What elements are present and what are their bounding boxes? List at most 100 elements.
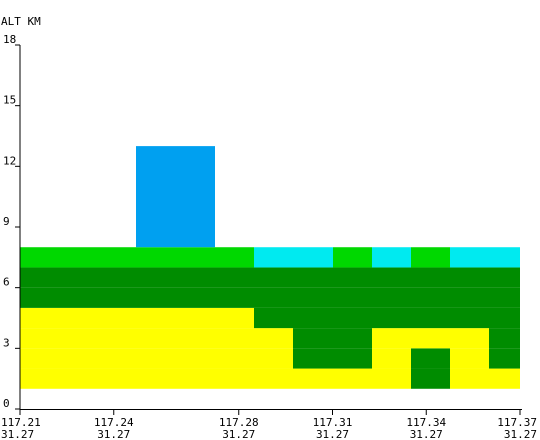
cell-col5-layer2 [215, 348, 254, 368]
cell-col7-layer3 [293, 328, 333, 348]
y-tick-label: 3 [3, 336, 10, 349]
cell-col2-layer1 [96, 369, 136, 389]
cell-col9-layer4 [372, 308, 411, 328]
x-tick-label-lat: 31.27 [316, 428, 349, 440]
y-tick-label: 18 [3, 33, 16, 46]
cell-col10-layer2 [411, 348, 450, 368]
cell-col10-layer3 [411, 328, 450, 348]
cell-col2-layer2 [96, 348, 136, 368]
cell-col5-layer6 [215, 267, 254, 287]
cell-col6-layer6 [254, 267, 293, 287]
cell-col8-layer3 [333, 328, 372, 348]
cell-col12-layer6 [489, 267, 520, 287]
cell-col5-layer1 [215, 369, 254, 389]
cell-col11-layer2 [450, 348, 489, 368]
cell-col5-layer4 [215, 308, 254, 328]
cell-col7-layer2 [293, 348, 333, 368]
y-tick-label: 15 [3, 94, 16, 107]
cell-col9-layer3 [372, 328, 411, 348]
cell-col4-layer5 [176, 288, 215, 308]
cell-col0-layer2 [20, 348, 57, 368]
cell-col3-layer1 [136, 369, 176, 389]
cell-col2-layer7 [96, 247, 136, 267]
cell-col6-layer1 [254, 369, 293, 389]
cell-col4-tower [176, 146, 215, 247]
cell-col5-layer3 [215, 328, 254, 348]
cell-col11-layer1 [450, 369, 489, 389]
cell-col10-layer1 [411, 369, 450, 389]
cell-col4-layer7 [176, 247, 215, 267]
cell-col5-layer5 [215, 288, 254, 308]
y-tick-label: 0 [3, 397, 10, 410]
cell-col12-layer5 [489, 288, 520, 308]
cell-col8-layer4 [333, 308, 372, 328]
cell-col4-layer1 [176, 369, 215, 389]
cells-layer [20, 146, 520, 389]
cell-col12-layer2 [489, 348, 520, 368]
cell-col11-layer5 [450, 288, 489, 308]
cell-col12-layer3 [489, 328, 520, 348]
x-tick-label-lat: 31.27 [504, 428, 537, 440]
cell-col12-layer7 [489, 247, 520, 267]
cell-col12-layer1 [489, 369, 520, 389]
cell-col3-layer5 [136, 288, 176, 308]
cell-col7-layer1 [293, 369, 333, 389]
cell-col3-tower [136, 146, 176, 247]
cell-col10-layer6 [411, 267, 450, 287]
cell-col7-layer7 [293, 247, 333, 267]
cell-col0-layer7 [20, 247, 57, 267]
cell-col6-layer4 [254, 308, 293, 328]
cell-col10-layer4 [411, 308, 450, 328]
cell-col11-layer7 [450, 247, 489, 267]
cell-col6-layer3 [254, 328, 293, 348]
cell-col10-layer5 [411, 288, 450, 308]
cell-col0-layer6 [20, 267, 57, 287]
cell-col2-layer5 [96, 288, 136, 308]
cell-col8-layer5 [333, 288, 372, 308]
cell-col1-layer5 [57, 288, 96, 308]
x-tick-label-lat: 31.27 [1, 428, 34, 440]
cell-col5-layer7 [215, 247, 254, 267]
cell-col8-layer1 [333, 369, 372, 389]
cell-col1-layer1 [57, 369, 96, 389]
cell-col6-layer5 [254, 288, 293, 308]
y-axis-label: ALT KM [1, 15, 41, 28]
cell-col10-layer7 [411, 247, 450, 267]
y-tick-label: 6 [3, 276, 10, 289]
y-tick-label: 9 [3, 215, 10, 228]
cell-col9-layer5 [372, 288, 411, 308]
cell-col2-layer4 [96, 308, 136, 328]
cell-col3-layer4 [136, 308, 176, 328]
cell-col1-layer4 [57, 308, 96, 328]
cell-col4-layer6 [176, 267, 215, 287]
cell-col7-layer4 [293, 308, 333, 328]
cell-col7-layer5 [293, 288, 333, 308]
cell-col8-layer2 [333, 348, 372, 368]
cell-col9-layer2 [372, 348, 411, 368]
cell-col11-layer4 [450, 308, 489, 328]
cell-col4-layer4 [176, 308, 215, 328]
cell-col11-layer3 [450, 328, 489, 348]
y-tick-label: 12 [3, 154, 16, 167]
cell-col6-layer2 [254, 348, 293, 368]
cell-col3-layer7 [136, 247, 176, 267]
cell-col3-layer2 [136, 348, 176, 368]
cell-col1-layer3 [57, 328, 96, 348]
cell-col8-layer6 [333, 267, 372, 287]
cell-col3-layer3 [136, 328, 176, 348]
cell-col0-layer5 [20, 288, 57, 308]
cell-col0-layer1 [20, 369, 57, 389]
cell-col4-layer2 [176, 348, 215, 368]
cell-col12-layer4 [489, 308, 520, 328]
cell-col3-layer6 [136, 267, 176, 287]
cell-col1-layer7 [57, 247, 96, 267]
cell-col0-layer3 [20, 328, 57, 348]
cell-col2-layer3 [96, 328, 136, 348]
cell-col1-layer2 [57, 348, 96, 368]
cell-col4-layer3 [176, 328, 215, 348]
x-tick-label-lat: 31.27 [222, 428, 255, 440]
cell-col2-layer6 [96, 267, 136, 287]
cell-col7-layer6 [293, 267, 333, 287]
cell-col0-layer4 [20, 308, 57, 328]
